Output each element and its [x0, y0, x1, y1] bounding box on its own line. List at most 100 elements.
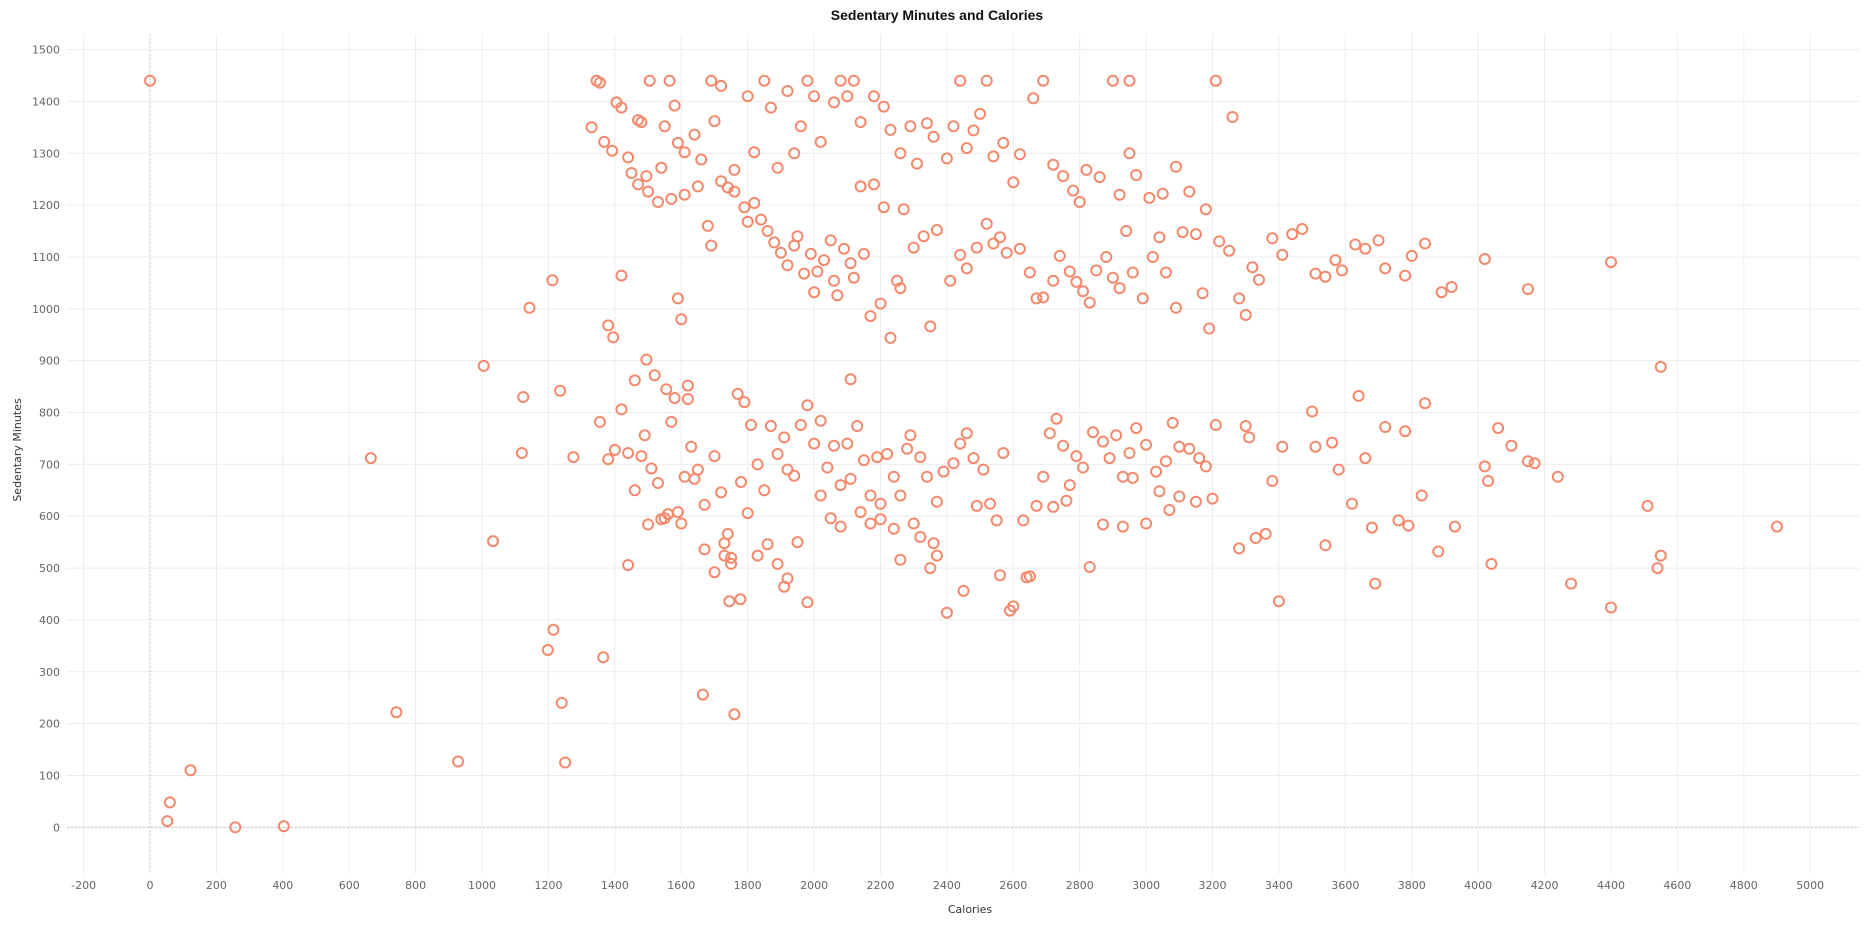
data-point — [1106, 271, 1119, 284]
data-point — [1176, 226, 1189, 239]
data-point — [1239, 420, 1252, 432]
data-point — [606, 144, 619, 157]
data-point — [924, 320, 937, 333]
data-point — [781, 463, 794, 476]
data-point — [277, 820, 290, 833]
data-point — [894, 147, 907, 160]
data-point — [1276, 248, 1289, 261]
data-point — [229, 821, 242, 834]
data-point — [854, 180, 867, 193]
data-point — [1309, 267, 1322, 280]
data-point — [698, 498, 711, 511]
data-point — [914, 451, 927, 464]
data-point — [798, 267, 811, 280]
data-point — [688, 472, 701, 485]
data-point — [755, 213, 767, 226]
data-point — [184, 764, 197, 777]
data-point — [1448, 520, 1461, 533]
data-point — [1482, 475, 1495, 487]
data-point — [761, 225, 774, 237]
data-point — [1143, 191, 1156, 204]
data-point — [788, 147, 801, 160]
data-point — [828, 274, 840, 287]
data-point — [671, 292, 684, 305]
data-point — [828, 96, 840, 109]
data-point — [940, 606, 953, 619]
data-point — [1057, 439, 1070, 452]
data-point — [721, 527, 734, 540]
data-point — [1346, 497, 1358, 510]
data-point — [808, 286, 821, 299]
y-tick-label: 1000 — [32, 303, 60, 316]
data-point — [877, 100, 890, 113]
data-point — [665, 192, 678, 205]
data-point — [1153, 485, 1166, 498]
data-point — [904, 429, 917, 442]
data-point — [1203, 322, 1216, 335]
data-point — [643, 74, 656, 87]
data-point — [1435, 286, 1448, 299]
data-point — [1276, 440, 1289, 453]
data-point — [681, 379, 694, 392]
data-point — [884, 123, 897, 136]
data-point — [791, 536, 804, 549]
x-tick-label: 4000 — [1464, 879, 1492, 892]
data-point — [1130, 422, 1143, 435]
data-point — [663, 74, 676, 87]
data-point — [555, 696, 568, 709]
x-tick-label: 4200 — [1531, 879, 1559, 892]
data-point — [163, 796, 176, 809]
data-point — [914, 531, 927, 543]
data-point — [1492, 422, 1505, 435]
x-tick-label: 5000 — [1796, 879, 1824, 892]
data-point — [715, 486, 728, 499]
data-point — [1126, 266, 1139, 279]
data-point — [884, 331, 897, 344]
data-point — [1130, 169, 1143, 181]
data-point — [814, 135, 827, 148]
data-point — [715, 175, 728, 188]
data-point — [598, 135, 611, 148]
data-point — [1365, 521, 1378, 534]
data-point — [638, 429, 651, 442]
data-point — [974, 107, 987, 120]
data-point — [1017, 514, 1030, 527]
data-point — [668, 99, 681, 112]
data-point — [844, 257, 857, 270]
data-point — [728, 163, 741, 176]
x-tick-label: 4800 — [1730, 879, 1758, 892]
data-point — [597, 651, 610, 664]
data-point — [705, 239, 718, 252]
data-point — [1246, 261, 1259, 274]
data-point — [801, 74, 814, 87]
x-tick-label: 3200 — [1199, 879, 1227, 892]
data-point — [987, 150, 1000, 163]
x-tick-label: 2400 — [933, 879, 961, 892]
data-point — [1063, 265, 1076, 278]
data-point — [1296, 223, 1309, 235]
data-point — [671, 136, 684, 149]
data-point — [1140, 438, 1153, 451]
data-point — [864, 310, 877, 323]
data-point — [1379, 262, 1392, 275]
data-point — [967, 452, 980, 465]
data-point — [907, 517, 920, 530]
data-point — [632, 178, 645, 191]
data-point — [907, 241, 920, 254]
x-tick-label: 3600 — [1331, 879, 1359, 892]
data-point — [1146, 251, 1159, 263]
data-point — [758, 484, 771, 497]
x-tick-label: 1400 — [601, 879, 629, 892]
data-point — [834, 74, 847, 87]
data-point — [1239, 309, 1252, 321]
data-point — [622, 151, 635, 164]
data-point — [1000, 246, 1013, 259]
data-point — [761, 538, 774, 551]
data-point — [1223, 244, 1236, 257]
data-point — [748, 146, 761, 159]
data-point — [1226, 111, 1239, 123]
data-point — [1080, 163, 1093, 176]
x-axis-ticks: -200 0 200 400 600 800 1000 1200 1400 1600 1800 200… — [71, 879, 1824, 892]
data-point — [635, 116, 648, 129]
data-point — [675, 517, 688, 530]
